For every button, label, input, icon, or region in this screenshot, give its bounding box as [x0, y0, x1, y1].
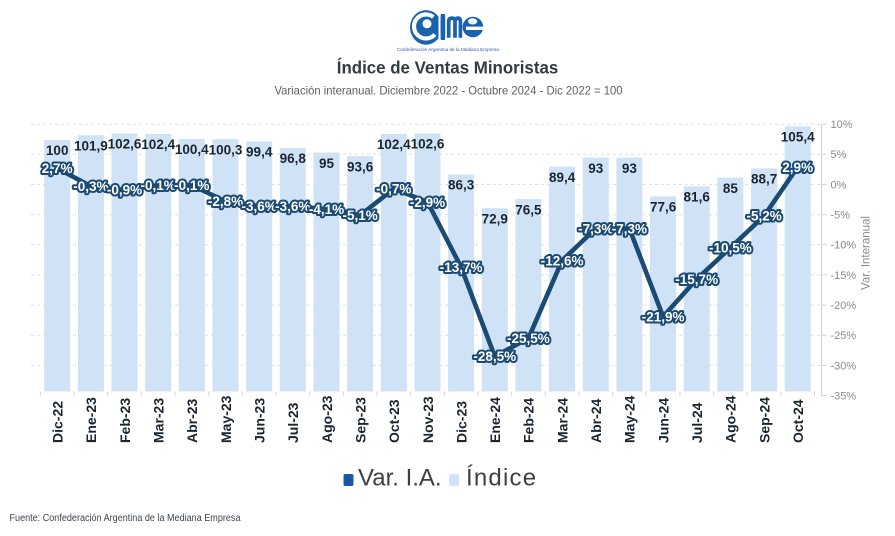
svg-text:-28,5%: -28,5% [473, 349, 516, 364]
svg-text:-21,9%: -21,9% [642, 309, 685, 324]
svg-text:Jul-23: Jul-23 [285, 402, 301, 443]
svg-text:May-23: May-23 [218, 395, 234, 443]
svg-text:Ene-24: Ene-24 [487, 397, 503, 443]
svg-text:-15,7%: -15,7% [675, 272, 718, 287]
svg-text:Var. Interanual: Var. Interanual [861, 216, 873, 290]
svg-text:77,6: 77,6 [650, 200, 677, 215]
svg-text:Nov-23: Nov-23 [420, 396, 436, 443]
svg-text:93: 93 [622, 161, 638, 176]
svg-text:89,4: 89,4 [549, 170, 576, 185]
svg-text:Ene-23: Ene-23 [83, 397, 99, 443]
svg-text:-5,1%: -5,1% [342, 208, 377, 223]
svg-text:Var. I.A.: Var. I.A. [358, 465, 442, 492]
svg-text:-35%: -35% [831, 390, 857, 402]
svg-text:May-24: May-24 [622, 395, 638, 443]
svg-text:101,9: 101,9 [74, 138, 108, 153]
svg-text:-0,1%: -0,1% [141, 178, 176, 193]
svg-text:Índice de Ventas Minoristas: Índice de Ventas Minoristas [337, 57, 559, 78]
svg-text:Abr-23: Abr-23 [184, 398, 200, 443]
svg-text:2,7%: 2,7% [42, 161, 73, 176]
svg-text:Jun-23: Jun-23 [252, 398, 268, 443]
svg-text:Sep-23: Sep-23 [352, 397, 368, 443]
svg-text:5%: 5% [831, 149, 847, 161]
svg-text:-4,1%: -4,1% [309, 202, 344, 217]
svg-text:96,8: 96,8 [280, 151, 307, 166]
svg-text:-0,9%: -0,9% [107, 183, 142, 198]
svg-text:88,7: 88,7 [751, 172, 777, 187]
svg-text:-0,3%: -0,3% [73, 179, 108, 194]
svg-text:99,4: 99,4 [246, 145, 273, 160]
svg-text:105,4: 105,4 [781, 130, 815, 145]
svg-text:Oct-24: Oct-24 [790, 399, 806, 443]
svg-text:Sep-24: Sep-24 [756, 397, 772, 443]
svg-text:95: 95 [319, 156, 335, 171]
svg-text:-13,7%: -13,7% [440, 260, 483, 275]
svg-text:86,3: 86,3 [448, 178, 475, 193]
svg-text:-10,5%: -10,5% [709, 241, 752, 256]
svg-text:102,6: 102,6 [411, 137, 445, 152]
svg-text:72,9: 72,9 [482, 211, 508, 226]
svg-text:81,6: 81,6 [684, 190, 711, 205]
svg-text:-7,3%: -7,3% [612, 221, 647, 236]
svg-text:-5%: -5% [831, 210, 851, 222]
svg-text:Dic-23: Dic-23 [453, 401, 469, 443]
svg-text:Jun-24: Jun-24 [655, 398, 671, 443]
svg-text:2,9%: 2,9% [782, 160, 813, 175]
svg-text:Confederación Argentina de la: Confederación Argentina de la Mediana Em… [397, 47, 499, 53]
svg-text:-25%: -25% [831, 330, 857, 342]
svg-text:-3,6%: -3,6% [242, 199, 277, 214]
svg-text:Ago-24: Ago-24 [723, 395, 739, 443]
svg-text:-30%: -30% [831, 360, 857, 372]
svg-text:-25,5%: -25,5% [507, 331, 550, 346]
svg-text:102,6: 102,6 [108, 137, 142, 152]
svg-text:100: 100 [46, 143, 69, 158]
svg-text:-12,6%: -12,6% [541, 253, 584, 268]
svg-text:Dic-22: Dic-22 [50, 401, 66, 443]
svg-text:-10%: -10% [831, 240, 857, 252]
svg-text:Ago-23: Ago-23 [319, 395, 335, 443]
svg-text:Feb-24: Feb-24 [521, 398, 537, 443]
svg-text:100,4: 100,4 [175, 142, 209, 157]
svg-text:100,3: 100,3 [209, 142, 243, 157]
svg-text:-5,2%: -5,2% [746, 209, 781, 224]
svg-text:-2,9%: -2,9% [410, 195, 445, 210]
svg-text:76,5: 76,5 [515, 202, 542, 217]
svg-text:Mar-24: Mar-24 [554, 398, 570, 443]
svg-text:-15%: -15% [831, 270, 857, 282]
svg-text:Variación interanual. Diciembr: Variación interanual. Diciembre 2022 - O… [275, 84, 623, 98]
svg-text:-7,3%: -7,3% [578, 221, 613, 236]
svg-text:-3,6%: -3,6% [275, 199, 310, 214]
svg-text:-0,1%: -0,1% [174, 178, 209, 193]
svg-text:Jul-24: Jul-24 [689, 402, 705, 443]
svg-text:Fuente: Confederación Argentin: Fuente: Confederación Argentina de la Me… [10, 513, 242, 524]
svg-text:0%: 0% [831, 179, 847, 191]
svg-text:-0,7%: -0,7% [376, 182, 411, 197]
svg-text:Abr-24: Abr-24 [588, 398, 604, 443]
svg-text:93,6: 93,6 [347, 159, 374, 174]
svg-text:85: 85 [723, 181, 739, 196]
svg-text:10%: 10% [831, 119, 853, 131]
svg-text:102,4: 102,4 [377, 137, 411, 152]
svg-text:Oct-23: Oct-23 [386, 399, 402, 443]
svg-text:-20%: -20% [831, 300, 857, 312]
svg-text:Mar-23: Mar-23 [151, 398, 167, 443]
svg-text:93: 93 [588, 161, 604, 176]
svg-text:102,4: 102,4 [141, 137, 175, 152]
svg-text:Índice: Índice [466, 465, 537, 492]
svg-text:Feb-23: Feb-23 [117, 398, 133, 443]
svg-text:-2,8%: -2,8% [208, 194, 243, 209]
